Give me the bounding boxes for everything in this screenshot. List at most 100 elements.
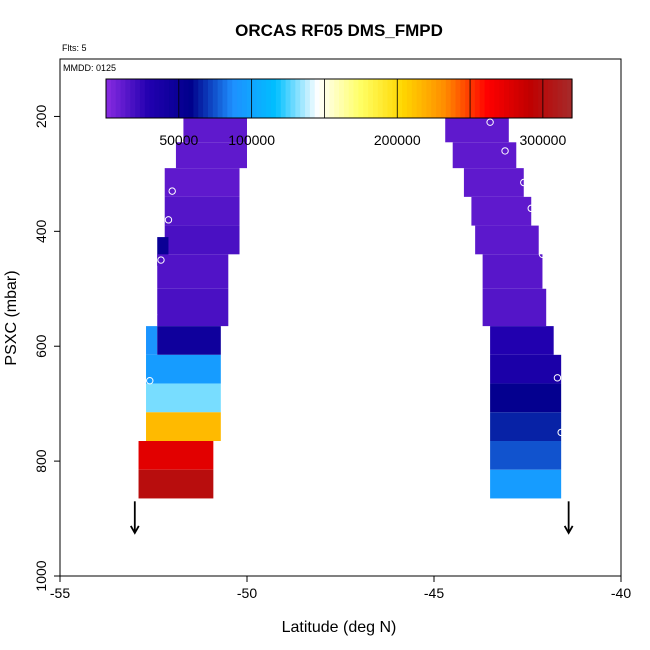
colorbar-segment	[358, 79, 364, 118]
colorbar-segment	[538, 79, 544, 118]
axes: -55 -50 -45 -40 200 400 600 800 1000	[33, 58, 631, 601]
colorbar-segment	[135, 79, 141, 118]
colorbar-frame	[105, 78, 573, 119]
colorbar-segment	[149, 79, 156, 118]
colorbar-segment	[164, 79, 170, 118]
colorbar-segment	[154, 79, 160, 118]
colorbar-segment	[130, 79, 136, 118]
flight-marker	[501, 147, 509, 155]
flight-marker	[557, 428, 565, 437]
data-cell	[490, 383, 562, 413]
data-cell	[146, 412, 221, 442]
colorbar-segment	[275, 79, 282, 118]
colorbar-segment	[426, 79, 432, 118]
y-tick-label: 200	[33, 105, 49, 129]
data-cell	[490, 469, 562, 499]
colorbar-segment	[110, 79, 117, 118]
colorbar-segment	[445, 79, 452, 118]
colorbar-segment	[479, 79, 486, 118]
data-cell	[490, 326, 554, 355]
colorbar-segment	[183, 79, 190, 118]
colorbar-segment	[450, 79, 457, 118]
colorbar-segment	[392, 79, 398, 118]
x-tick-label: -45	[424, 585, 444, 601]
flights-label: Flts: 5	[62, 43, 87, 53]
colorbar-segment	[290, 79, 296, 118]
colorbar-segment	[504, 79, 510, 118]
colorbar-segment	[251, 79, 258, 118]
data-cell	[471, 196, 532, 226]
colorbar-segment	[285, 79, 292, 118]
colorbar-segment	[353, 79, 360, 118]
colorbar-segment	[159, 79, 165, 118]
colorbar: 50000 100000 200000 300000	[105, 78, 573, 148]
colorbar-segment	[562, 79, 568, 118]
x-tick-label: -40	[611, 585, 631, 601]
colorbar-segment	[237, 79, 243, 118]
colorbar-tick-label: 50000	[159, 132, 198, 148]
colorbar-segment	[494, 79, 500, 118]
flight-marker	[538, 250, 547, 259]
colorbar-segment	[402, 79, 408, 118]
colorbar-segment	[169, 79, 175, 118]
y-tick-label: 400	[33, 219, 49, 243]
plot-frame	[59, 58, 622, 577]
colorbar-segment	[295, 79, 301, 118]
data-cell	[175, 142, 247, 169]
colorbar-segment	[508, 79, 515, 118]
colorbar-segment	[377, 79, 384, 118]
data-cell	[164, 196, 240, 226]
colorbar-segment	[106, 79, 112, 118]
colorbar-segment	[125, 79, 131, 118]
colorbar-segment	[324, 79, 330, 118]
colorbar-segment	[440, 79, 447, 118]
colorbar-segment	[460, 79, 466, 118]
flight-marker	[149, 310, 158, 319]
date-label: MMDD: 0125	[63, 63, 116, 73]
colorbar-segment	[499, 79, 505, 118]
data-cell	[164, 225, 240, 255]
data-cell	[157, 237, 169, 266]
flight-marker	[520, 178, 528, 187]
data-cell	[452, 142, 517, 169]
data-cell	[482, 288, 547, 327]
data-cell	[157, 288, 229, 327]
y-axis-label: PSXC (mbar)	[3, 270, 20, 365]
data-cell	[146, 383, 221, 413]
flight-marker	[553, 374, 562, 382]
flight-marker	[527, 204, 535, 213]
colorbar-segment	[484, 79, 491, 118]
data-cell	[146, 354, 221, 384]
data-cell	[157, 254, 229, 289]
data-cell	[490, 412, 562, 442]
colorbar-segment	[334, 79, 340, 118]
colorbar-segment	[120, 79, 127, 118]
colorbar-segment	[406, 79, 413, 118]
data-cell	[475, 225, 539, 255]
colorbar-segment	[280, 79, 287, 118]
colorbar-segment	[203, 79, 209, 118]
colorbar-segment	[528, 79, 534, 118]
data-cell	[138, 469, 214, 499]
colorbar-segment	[465, 79, 471, 118]
colorbar-segment	[266, 79, 272, 118]
colorbar-segment	[198, 79, 204, 118]
colorbar-segment	[329, 79, 335, 118]
flight-marker	[164, 216, 173, 224]
y-tick-label: 1000	[33, 560, 49, 591]
colorbar-segment	[416, 79, 423, 118]
colorbar-segment	[115, 79, 122, 118]
data-cell	[482, 254, 543, 289]
chart-title: ORCAS RF05 DMS_FMPD	[235, 21, 443, 40]
colorbar-segment	[513, 79, 520, 118]
colorbar-segment	[533, 79, 539, 118]
data-cell	[490, 441, 562, 470]
colorbar-segment	[339, 79, 345, 118]
colorbar-segment	[397, 79, 403, 118]
colorbar-segment	[523, 79, 529, 118]
data-cell	[183, 116, 247, 143]
colorbar-segment	[227, 79, 233, 118]
colorbar-segment	[309, 79, 316, 118]
colorbar-segment	[387, 79, 393, 118]
colorbar-segment	[542, 79, 549, 118]
